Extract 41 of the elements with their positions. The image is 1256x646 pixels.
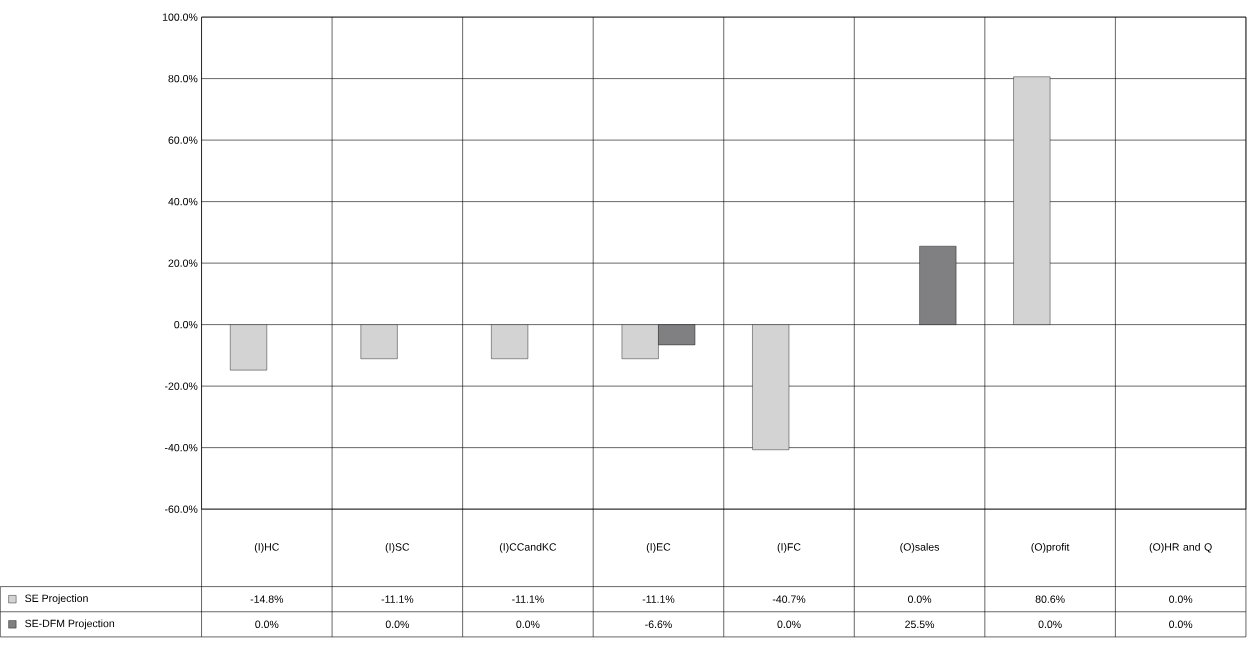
- y-tick-label: 60.0%: [168, 136, 198, 144]
- y-tick-label: 20.0%: [168, 259, 198, 267]
- y-tick-label: -20.0%: [164, 382, 198, 390]
- data-label: 0.0%: [1169, 595, 1193, 603]
- y-tick-label: 0.0%: [174, 320, 198, 329]
- data-label: -6.6%: [645, 620, 672, 629]
- data-label: 0.0%: [1169, 620, 1193, 629]
- bar: [360, 324, 398, 359]
- y-tick-label: -60.0%: [164, 505, 198, 513]
- bar: [919, 246, 957, 325]
- bar: [491, 324, 529, 359]
- data-label: 0.0%: [1038, 620, 1062, 629]
- data-label: -11.1%: [381, 595, 414, 603]
- y-tick-label: 40.0%: [168, 197, 198, 206]
- data-label: 80.6%: [1035, 595, 1065, 603]
- data-label: -11.1%: [512, 595, 544, 603]
- x-tick-label: (O)sales: [900, 542, 940, 553]
- x-tick-label: (I)HC: [254, 542, 279, 553]
- y-tick-label: 100.0%: [162, 13, 198, 21]
- data-label: 0.0%: [907, 595, 932, 603]
- x-tick-label: (I)CCandKC: [499, 542, 557, 553]
- data-label: 0.0%: [385, 620, 409, 629]
- y-tick-label: -40.0%: [164, 443, 198, 452]
- data-label: 0.0%: [255, 620, 279, 629]
- x-tick-label: (I)FC: [777, 542, 801, 553]
- legend-label: SE-DFM Projection: [25, 619, 115, 630]
- data-label: -40.7%: [772, 595, 806, 603]
- bar: [230, 324, 268, 371]
- x-tick-label: (I)EC: [646, 542, 671, 553]
- data-label: -14.8%: [250, 595, 284, 603]
- x-tick-label: (I)SC: [385, 542, 410, 553]
- data-label: 0.0%: [516, 620, 540, 629]
- data-label: -11.1%: [642, 595, 675, 603]
- x-tick-label: (O)profit: [1031, 542, 1070, 553]
- legend-label: SE Projection: [25, 594, 88, 605]
- data-label: 0.0%: [777, 620, 801, 629]
- bar: [1013, 76, 1051, 325]
- x-tick-label: (O)HR and Q: [1149, 542, 1212, 553]
- data-label: 25.5%: [905, 620, 935, 629]
- y-tick-label: 80.0%: [168, 74, 198, 83]
- bar: [752, 324, 790, 450]
